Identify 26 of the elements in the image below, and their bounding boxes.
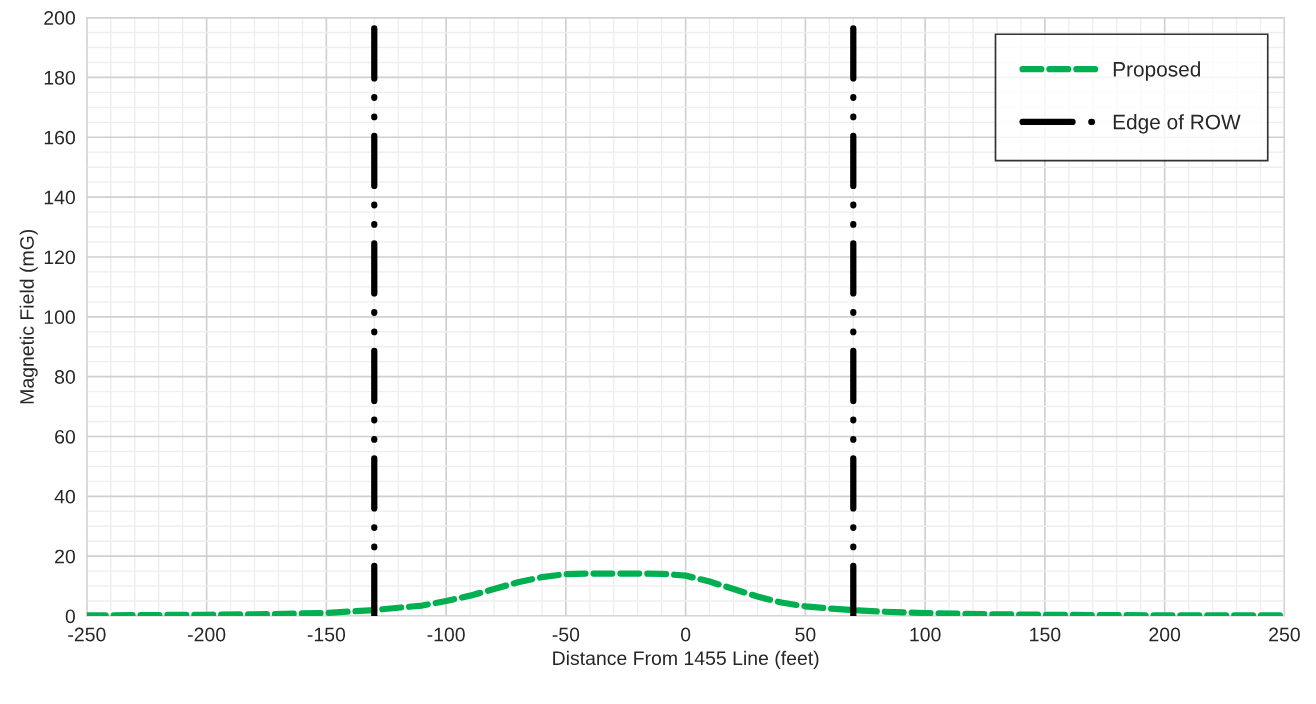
x-tick-label: -50 [552,627,580,642]
x-tick-label: 200 [1149,627,1181,642]
legend-label: Proposed [1113,61,1200,81]
x-tick-label: 0 [680,627,691,642]
x-tick-label: 150 [1030,627,1061,642]
y-tick-label: 140 [44,190,75,205]
x-tick-label: -200 [188,627,226,642]
legend-label: Edge of ROW [1113,114,1241,134]
x-tick-label: 250 [1269,627,1300,642]
y-tick-label: 80 [54,370,75,384]
y-axis-title: Magnetic Field (mG) [19,229,38,404]
x-tick-label: 50 [795,627,816,642]
y-tick-label: 200 [44,11,75,25]
y-tick-label: 180 [44,70,75,85]
y-tick-label: 160 [44,130,75,145]
x-axis-title: Distance From 1455 Line (feet) [553,650,819,669]
x-tick-label: 100 [910,627,941,642]
y-tick-label: 40 [54,489,75,504]
y-tick-label: 20 [55,549,75,564]
y-tick-label: 100 [44,310,75,325]
y-tick-label: 0 [65,609,75,624]
x-tick-label: -250 [68,627,106,642]
y-tick-label: 120 [44,250,75,265]
y-tick-label: 60 [55,429,75,444]
x-tick-label: -150 [307,627,346,642]
x-tick-label: -100 [427,627,465,642]
